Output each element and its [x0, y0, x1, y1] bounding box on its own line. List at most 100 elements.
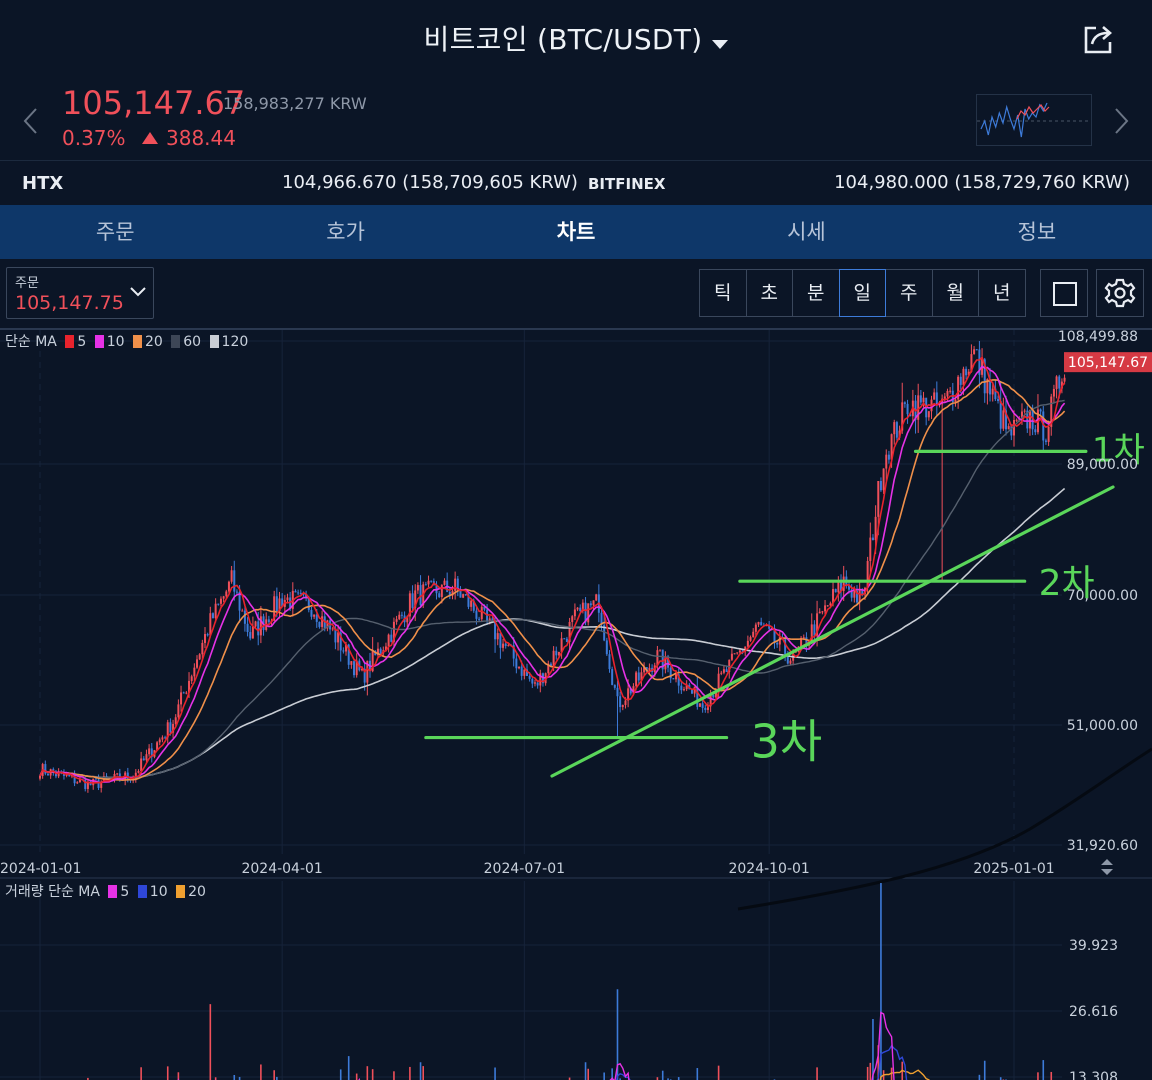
candle-body — [243, 610, 246, 624]
candle-body — [890, 434, 893, 460]
candle-body — [991, 388, 994, 395]
candle-body — [326, 620, 329, 629]
annotations: 1차 2차 3차 — [424, 430, 1145, 778]
candle-body — [1010, 426, 1013, 436]
candle-body — [917, 395, 920, 420]
period-year-button[interactable]: 년 — [978, 269, 1026, 317]
tab-info[interactable]: 정보 — [1017, 220, 1057, 244]
candle-body — [392, 621, 395, 642]
candle-body — [156, 742, 159, 751]
candle-body — [584, 602, 587, 623]
candle-body — [97, 779, 100, 788]
candle-body — [318, 621, 321, 627]
candle-body — [408, 593, 411, 617]
candle-body — [44, 764, 47, 774]
price-tick-label: 51,000.00 — [1067, 718, 1138, 734]
chevron-right-icon[interactable] — [1110, 106, 1132, 136]
vol-ma10-label: 10 — [149, 884, 168, 900]
period-second-button[interactable]: 초 — [745, 269, 793, 317]
candle-body — [754, 624, 757, 632]
candle-body — [962, 368, 965, 385]
candle-body — [1031, 410, 1034, 430]
candle-body — [198, 654, 201, 660]
draw-tool-button[interactable] — [1040, 269, 1088, 317]
volume-tick-label: 26.616 — [1069, 1004, 1118, 1020]
candle-body — [164, 737, 167, 739]
candle-body — [416, 585, 419, 591]
candle-body — [887, 454, 890, 460]
price-chart[interactable]: 1차 2차 3차 31,920.60 51,000.00 70,000.00 89,000.… — [0, 329, 1152, 1080]
candle-body — [78, 778, 81, 783]
candle-body — [430, 580, 433, 582]
candle-body — [571, 616, 574, 622]
chevron-left-icon[interactable] — [20, 106, 42, 136]
ma60-swatch — [171, 335, 181, 348]
mini-chart[interactable] — [976, 94, 1092, 146]
period-month-button[interactable]: 월 — [931, 269, 979, 317]
candle-body — [983, 359, 986, 394]
candle-body — [1058, 376, 1061, 389]
candle-body — [384, 646, 387, 651]
tab-market[interactable]: 시세 — [787, 220, 826, 244]
candle-body — [552, 650, 555, 667]
candle-body — [850, 589, 853, 598]
candle-body — [871, 537, 874, 541]
candle-body — [786, 655, 789, 664]
candle-body — [294, 590, 297, 593]
order-dropdown[interactable]: 주문 105,147.75 — [6, 267, 154, 319]
candle-body — [997, 399, 1000, 402]
ma5-swatch — [65, 335, 75, 348]
settings-button[interactable] — [1096, 269, 1144, 317]
candle-body — [182, 692, 185, 694]
candle-body — [539, 673, 542, 686]
candle-body — [307, 597, 310, 610]
candle-body — [116, 773, 119, 775]
candle-body — [161, 737, 164, 740]
share-icon[interactable] — [1082, 22, 1116, 56]
candle-body — [698, 703, 701, 707]
candle-body — [832, 588, 835, 604]
candle-body — [169, 722, 172, 733]
candle-body — [600, 612, 603, 625]
candle-body — [933, 392, 936, 400]
candle-body — [193, 667, 196, 677]
tab-order[interactable]: 주문 — [95, 220, 135, 244]
annotation-label-2: 2차 — [1039, 563, 1095, 604]
candle-body — [1055, 376, 1058, 389]
candle-body — [533, 682, 536, 684]
candle-body — [557, 651, 560, 656]
date-tick-label: 2025-01-01 — [973, 861, 1054, 877]
candle-body — [355, 660, 358, 676]
period-week-button[interactable]: 주 — [885, 269, 933, 317]
candle-body — [805, 637, 808, 646]
tab-chart[interactable]: 차트 — [556, 220, 596, 244]
order-value: 105,147.75 — [15, 292, 124, 314]
ma5-line — [39, 355, 1066, 784]
candle-body — [39, 775, 41, 779]
candle-body — [480, 606, 483, 620]
period-minute-button[interactable]: 분 — [792, 269, 840, 317]
candle-body — [616, 687, 619, 697]
period-day-button[interactable]: 일 — [838, 269, 886, 317]
period-tick-button[interactable]: 틱 — [699, 269, 747, 317]
candle-body — [717, 673, 720, 691]
candle-body — [595, 594, 598, 601]
candle-body — [587, 603, 590, 623]
candle-body — [299, 592, 302, 594]
candle-body — [451, 590, 454, 596]
candle-body — [267, 619, 270, 623]
candle-body — [140, 758, 143, 772]
title-dropdown[interactable]: 비트코인 (BTC/USDT) — [0, 18, 1152, 58]
exchange-name-htx: HTX — [22, 173, 64, 194]
candle-body — [448, 591, 451, 596]
ma60-label: 60 — [183, 334, 202, 350]
tab-orderbook[interactable]: 호가 — [326, 220, 365, 244]
candle-body — [581, 602, 584, 611]
candle-body — [342, 650, 345, 652]
candle-body — [659, 649, 662, 651]
candle-body — [456, 578, 459, 590]
candle-body — [172, 723, 175, 733]
candle-body — [693, 686, 696, 694]
candle-body — [203, 634, 206, 643]
candle-body — [975, 349, 978, 351]
